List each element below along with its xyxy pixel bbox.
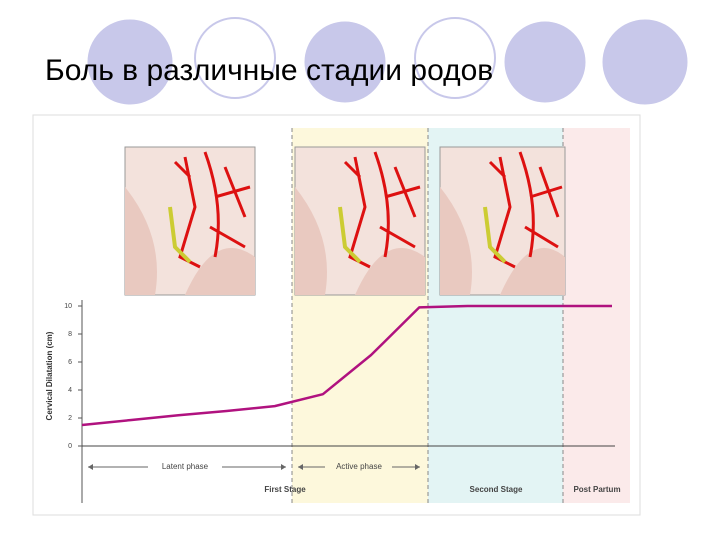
illustrations bbox=[124, 146, 566, 296]
postpartum-region bbox=[563, 128, 630, 503]
plot: 0 2 4 6 8 10 bbox=[64, 303, 615, 450]
y-tick-label: 6 bbox=[68, 359, 72, 366]
slide-title: Боль в различные стадии родов bbox=[45, 54, 493, 87]
stage-label: First Stage bbox=[264, 485, 306, 494]
decor-circles bbox=[84, 16, 691, 108]
y-axis-label: Cervical Dilatation (cm) bbox=[45, 331, 54, 420]
y-tick-label: 8 bbox=[68, 331, 72, 338]
phase-label: Latent phase bbox=[162, 462, 209, 471]
stage-label: Post Partum bbox=[573, 485, 620, 494]
y-tick-label: 2 bbox=[68, 415, 72, 422]
y-tick-label: 0 bbox=[68, 443, 72, 450]
data-line bbox=[81, 304, 612, 427]
y-tick-label: 10 bbox=[64, 303, 72, 310]
phase-label: Active phase bbox=[336, 462, 382, 471]
phase-arrows bbox=[88, 464, 420, 470]
stage-label: Second Stage bbox=[470, 485, 523, 494]
y-tick-label: 4 bbox=[68, 387, 72, 394]
